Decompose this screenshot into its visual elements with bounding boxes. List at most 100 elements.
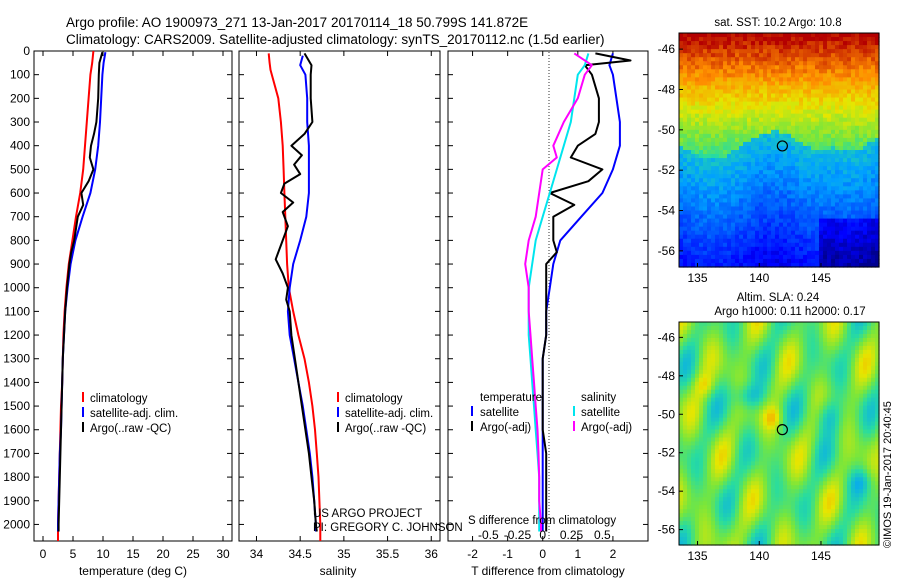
map-cell — [727, 61, 732, 66]
map-cell — [731, 369, 736, 375]
map-cell — [867, 125, 872, 131]
map-cell — [751, 258, 756, 264]
map-cell — [731, 349, 736, 355]
map-cell — [707, 49, 712, 54]
map-cell — [859, 246, 864, 252]
map-cell — [771, 178, 776, 183]
map-cell — [859, 97, 864, 103]
map-cell — [807, 73, 812, 78]
map-cell — [847, 178, 852, 183]
x-tick-label: 20 — [156, 547, 170, 561]
map-cell — [723, 154, 728, 159]
map-cell — [775, 89, 780, 95]
map-cell — [751, 369, 756, 375]
map-cell — [779, 461, 784, 466]
map-cell — [747, 357, 752, 363]
map-cell — [779, 397, 784, 403]
map-cell — [807, 81, 812, 87]
map-cell — [863, 413, 868, 419]
map-cell — [859, 190, 864, 195]
map-cell — [755, 89, 760, 95]
map-cell — [787, 81, 792, 87]
map-cell — [743, 45, 748, 50]
map-cell — [875, 373, 880, 379]
map-cell — [743, 246, 748, 252]
map-cell — [751, 202, 756, 208]
series-line — [541, 52, 632, 532]
map-cell — [863, 198, 868, 204]
map-cell — [807, 226, 812, 232]
map-cell — [695, 170, 700, 175]
map-cell — [807, 53, 812, 58]
map-cell — [747, 238, 752, 244]
map-cell — [711, 141, 716, 147]
map-cell — [795, 445, 800, 451]
map-cell — [715, 37, 720, 42]
map-cell — [731, 162, 736, 167]
map-cell — [719, 150, 724, 155]
map-cell — [735, 89, 740, 95]
map-cell — [751, 162, 756, 167]
map-cell — [763, 425, 768, 431]
map-cell — [815, 141, 820, 147]
map-cell — [803, 425, 808, 431]
map-cell — [715, 125, 720, 131]
map-cell — [791, 369, 796, 375]
map-cell — [747, 222, 752, 228]
map-cell — [799, 89, 804, 95]
map-cell — [755, 361, 760, 367]
map-cell — [719, 250, 724, 256]
map-cell — [835, 113, 840, 119]
map-cell — [783, 409, 788, 415]
map-cell — [763, 53, 768, 58]
map-cell — [763, 89, 768, 95]
map-cell — [679, 385, 684, 391]
map-cell — [735, 449, 740, 455]
map-cell — [715, 322, 720, 327]
map-cell — [799, 77, 804, 83]
map-cell — [799, 433, 804, 439]
map-cell — [731, 145, 736, 151]
map-cell — [711, 433, 716, 439]
map-cell — [875, 349, 880, 355]
map-cell — [723, 361, 728, 367]
map-cell — [799, 461, 804, 466]
map-cell — [871, 89, 876, 95]
map-cell — [695, 41, 700, 46]
map-cell — [839, 150, 844, 155]
map-cell — [751, 465, 756, 470]
map-cell — [699, 377, 704, 383]
map-cell — [779, 258, 784, 264]
map-cell — [815, 441, 820, 447]
map-cell — [747, 373, 752, 379]
map-cell — [731, 421, 736, 427]
map-cell — [731, 258, 736, 264]
map-cell — [843, 441, 848, 447]
map-cell — [695, 409, 700, 415]
map-cell — [799, 405, 804, 411]
map-cell — [735, 337, 740, 343]
map-cell — [775, 254, 780, 260]
map-cell — [867, 73, 872, 78]
map-cell — [803, 393, 808, 399]
map-cell — [803, 258, 808, 264]
map-cell — [839, 186, 844, 191]
map-cell — [763, 41, 768, 46]
map-cell — [859, 133, 864, 139]
map-cell — [703, 81, 708, 87]
map-cell — [851, 433, 856, 439]
map-cell — [851, 97, 856, 103]
map-cell — [703, 85, 708, 91]
map-cell — [807, 242, 812, 248]
map-cell — [795, 453, 800, 458]
map-cell — [739, 369, 744, 375]
map-cell — [839, 322, 844, 327]
map-cell — [839, 453, 844, 458]
map-cell — [799, 49, 804, 54]
map-cell — [867, 337, 872, 343]
map-cell — [819, 393, 824, 399]
map-cell — [679, 361, 684, 367]
map-cell — [843, 357, 848, 363]
map-cell — [723, 81, 728, 87]
map-cell — [699, 337, 704, 343]
